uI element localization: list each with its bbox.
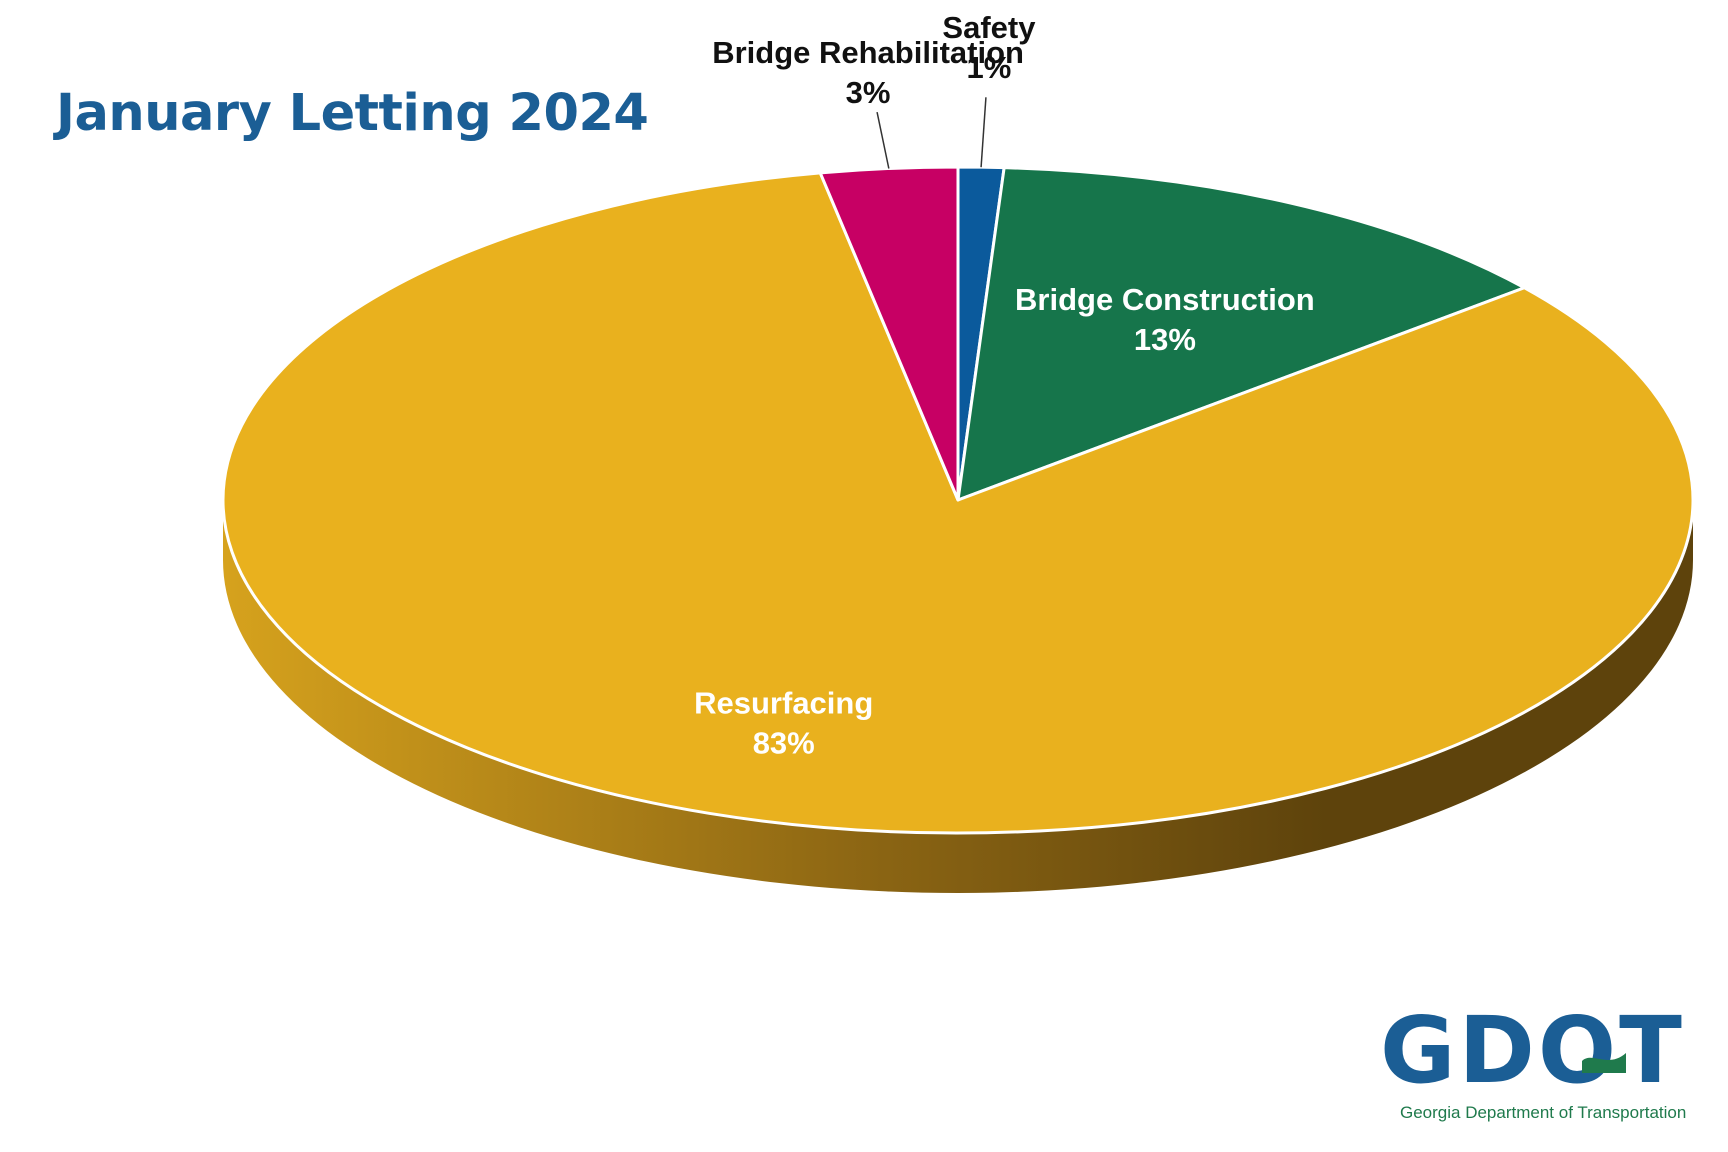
pie-side-wall (223, 500, 1693, 893)
logo-subtitle: Georgia Department of Transportation (1400, 1103, 1687, 1122)
pie-side-wall-shape (223, 500, 1693, 893)
pie-slice-resurfacing (221, 171, 1695, 835)
leader-line-safety (980, 97, 987, 168)
slice-value-resurfacing: 83% (753, 725, 815, 760)
leader-lines (876, 97, 987, 169)
slice-value-bridge-rehabilitation: 3% (846, 75, 891, 110)
slice-value-safety: 1% (967, 50, 1012, 85)
slice-labels: Safety 1% Bridge Construction 13% Resurfacin… (694, 10, 1315, 760)
chart-title: January Letting 2024 (56, 84, 649, 143)
slice-label-safety: Safety (942, 10, 1036, 45)
slice-value-bridge-construction: 13% (1134, 322, 1196, 357)
pie-slice-bridge-construction (956, 166, 1526, 502)
slice-label-resurfacing: Resurfacing (694, 685, 873, 720)
pie-slices (221, 165, 1695, 835)
leader-line-bridge-rehabilitation (876, 111, 890, 169)
slice-label-bridge-rehabilitation: Bridge Rehabilitation (712, 35, 1024, 70)
slice-label-bridge-construction: Bridge Construction (1015, 282, 1315, 317)
logo-wave-icon (1582, 1053, 1626, 1073)
pie-slice-bridge-rehabilitation (818, 165, 960, 502)
logo-letters: GDOT (1380, 997, 1685, 1104)
gdot-logo: GDOT Georgia Department of Transportatio… (1380, 1005, 1710, 1125)
